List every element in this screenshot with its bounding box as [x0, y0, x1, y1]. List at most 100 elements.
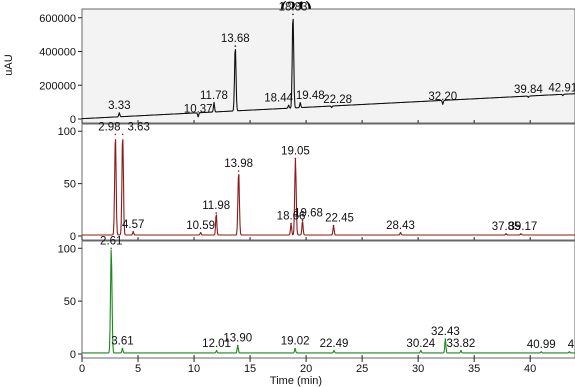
peak-label: 11.98 [202, 200, 230, 212]
peak-label: 30.24 [406, 338, 435, 350]
peak-label: 11.78 [200, 90, 228, 102]
x-tick-label: 15 [244, 363, 256, 375]
peak-label: 10.37 [184, 103, 213, 115]
peak-label: 18.83 [279, 1, 308, 13]
y-tick-label: 0 [70, 231, 76, 243]
peak-point [330, 106, 333, 108]
peak-label: 19.02 [281, 336, 310, 348]
peak-point [299, 102, 302, 104]
y-axis-label: uAU [3, 54, 15, 75]
peak-label: 10.59 [186, 220, 215, 232]
series-trace [81, 18, 575, 120]
peak-label: 39.84 [514, 84, 543, 96]
peak-point [237, 170, 240, 172]
y-tick-label: 50 [64, 179, 76, 191]
peak-label: 28.43 [386, 220, 415, 232]
peak-point [197, 115, 199, 118]
y-tick-label: 100 [58, 126, 76, 138]
peak-point [561, 94, 564, 97]
peak-point [520, 233, 522, 235]
peak-label: 13.68 [221, 33, 250, 45]
peak-label: 22.28 [323, 94, 352, 106]
peak-point [121, 133, 124, 136]
peak-label: 3.33 [108, 100, 130, 112]
peak-label: 42.91 [548, 82, 575, 94]
peak-point [505, 233, 507, 235]
peak-point [213, 102, 215, 104]
y-tick-label: 200000 [39, 80, 76, 92]
peak-point [236, 344, 239, 347]
peak-point [110, 247, 113, 250]
peak-point [527, 96, 530, 98]
peak-label: 13.90 [223, 333, 252, 345]
peak-label: 33.82 [447, 338, 476, 350]
x-tick-label: 5 [135, 363, 141, 375]
peak-point [294, 347, 296, 350]
panel-frame [81, 123, 575, 241]
x-tick-label: 10 [188, 363, 200, 375]
peak-label: 2.61 [100, 235, 122, 247]
peak-point [118, 112, 121, 114]
peak-label: 2.98 [98, 121, 120, 133]
x-tick-label: 20 [300, 363, 312, 375]
peak-point [294, 157, 297, 160]
peak-label: 19.05 [281, 145, 310, 157]
peak-point [332, 224, 335, 227]
peak-point [199, 232, 202, 234]
peak-label: 32.20 [428, 91, 457, 103]
peak-point [287, 104, 290, 107]
peak-label: 12.01 [202, 338, 231, 350]
peak-point [132, 231, 135, 233]
x-tick-label: 40 [524, 363, 536, 375]
peak-label: 3.61 [111, 336, 133, 348]
peak-label: 18.66 [277, 210, 306, 222]
y-tick-label: 100 [58, 243, 76, 255]
y-tick-label: 0 [70, 114, 76, 126]
peak-point [292, 13, 294, 16]
peak-label: 18.44 [264, 93, 293, 105]
peak-label: 19.48 [296, 90, 325, 102]
peak-point [215, 350, 218, 352]
x-tick-label: 0 [79, 363, 85, 375]
peak-point [290, 222, 292, 225]
y-tick-label: 50 [64, 296, 76, 308]
y-tick-label: 600000 [39, 13, 76, 25]
peak-point [121, 347, 124, 350]
panel-frame [81, 240, 575, 359]
peak-point [540, 351, 543, 353]
peak-label: 22.45 [325, 213, 354, 225]
x-tick-label: 30 [412, 363, 424, 375]
series-trace [82, 249, 575, 354]
peak-point [568, 351, 571, 353]
y-tick-label: 400000 [39, 47, 76, 59]
peak-label: 22.49 [320, 338, 349, 350]
peak-point [444, 338, 447, 341]
x-axis-label: Time (min) [270, 375, 322, 387]
x-tick-label: 25 [356, 363, 368, 375]
peak-point [399, 232, 402, 234]
peak-label: 37.85 [492, 221, 521, 233]
peak-point [441, 103, 444, 105]
x-tick-label: 35 [468, 363, 480, 375]
peak-label: 40.99 [527, 339, 556, 351]
peak-point [114, 133, 117, 136]
peak-point [333, 350, 335, 352]
y-tick-label: 0 [70, 349, 76, 361]
peak-label: 32.43 [431, 326, 460, 338]
peak-label: 19.68 [294, 207, 323, 219]
series-trace [82, 139, 575, 236]
peak-point [215, 212, 218, 214]
panel-frame [81, 8, 575, 124]
peak-label: 13.98 [224, 158, 253, 170]
peak-point [301, 219, 304, 222]
peak-point [234, 45, 237, 47]
peak-label: 4.57 [122, 219, 144, 231]
peak-point [460, 350, 462, 352]
peak-label: 3.63 [127, 121, 149, 133]
peak-point [420, 350, 422, 352]
